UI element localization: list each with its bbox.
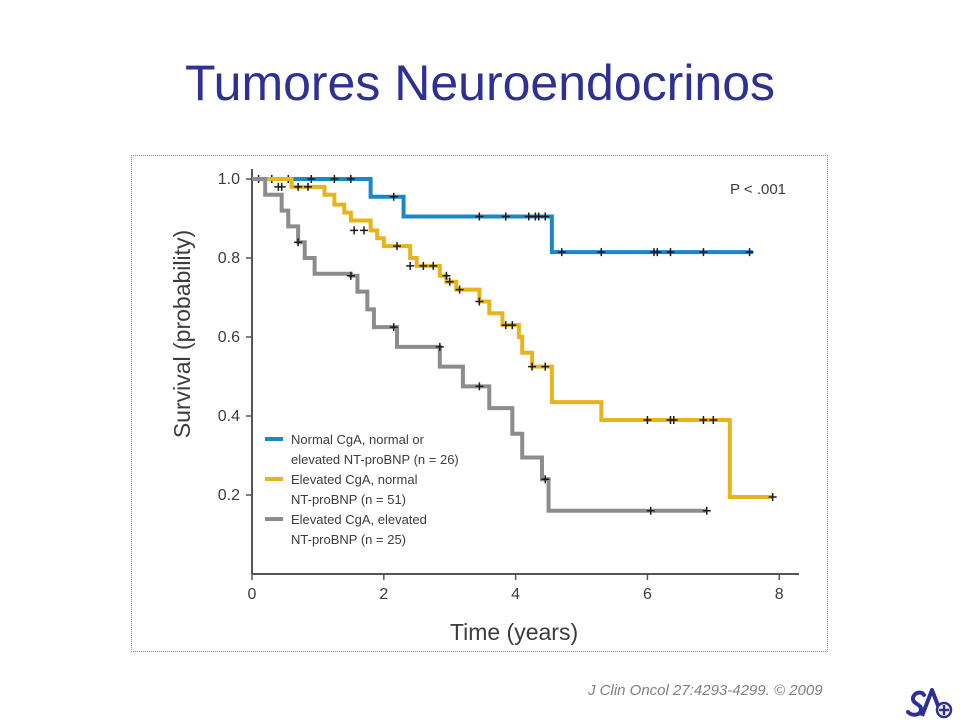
series-3 — [252, 177, 711, 515]
censor-mark — [277, 182, 286, 191]
censor-mark — [475, 297, 484, 306]
figure-frame: 0.2 0.4 0.6 0.8 1.0 0 2 4 6 8 Normal CgA, normal … — [131, 155, 828, 652]
y-tick-label: 1.0 — [218, 171, 240, 188]
censor-mark — [435, 342, 444, 351]
x-tick-label: 6 — [643, 586, 652, 603]
censor-mark — [528, 362, 537, 371]
censor-mark — [669, 415, 678, 424]
censor-mark — [501, 212, 510, 221]
x-tick-label: 8 — [775, 586, 784, 603]
x-tick-label: 4 — [511, 586, 520, 603]
axes: 0.2 0.4 0.6 0.8 1.0 0 2 4 6 8 — [218, 169, 799, 603]
legend: Normal CgA, normal or elevated NT-proBNP … — [265, 432, 459, 547]
censor-mark — [307, 175, 316, 183]
survival-chart: 0.2 0.4 0.6 0.8 1.0 0 2 4 6 8 Normal CgA, normal … — [169, 169, 799, 645]
censor-mark — [442, 271, 451, 280]
censor-mark — [475, 382, 484, 391]
legend-label: elevated NT-proBNP (n = 26) — [291, 452, 459, 467]
censor-mark — [475, 212, 484, 221]
y-tick-label: 0.2 — [218, 487, 240, 504]
censor-mark — [445, 277, 454, 286]
x-tick-label: 2 — [379, 586, 388, 603]
p-value-annotation: P < .001 — [730, 181, 786, 198]
censor-mark — [392, 242, 401, 251]
series-2 — [252, 177, 777, 501]
legend-label: Elevated CgA, normal — [291, 472, 418, 487]
censor-mark — [643, 415, 652, 424]
survival-curve-1 — [252, 177, 753, 255]
y-tick-label: 0.6 — [218, 329, 240, 346]
censor-mark — [666, 248, 675, 257]
censor-mark — [429, 261, 438, 270]
censor-mark — [541, 212, 550, 221]
censor-mark — [294, 182, 303, 191]
censor-mark — [541, 475, 550, 484]
censor-mark — [294, 238, 303, 247]
censor-mark — [346, 175, 355, 183]
censor-mark — [389, 192, 398, 201]
censor-mark — [745, 248, 754, 257]
censor-mark — [541, 362, 550, 371]
censor-mark — [646, 506, 655, 515]
censor-mark — [653, 248, 662, 257]
series-1 — [252, 175, 754, 257]
x-axis-title: Time (years) — [450, 619, 578, 645]
censor-mark — [389, 323, 398, 332]
x-tick-label: 0 — [248, 586, 257, 603]
censor-mark — [330, 175, 339, 183]
sa-logo-icon — [906, 688, 953, 719]
censor-mark — [508, 321, 517, 330]
series-layer — [252, 175, 777, 515]
censor-mark — [557, 248, 566, 257]
survival-curve-3 — [252, 177, 707, 513]
survival-curve-2 — [252, 177, 773, 499]
y-tick-label: 0.8 — [218, 250, 240, 267]
censor-mark — [699, 248, 708, 257]
legend-label: NT-proBNP (n = 25) — [291, 532, 406, 547]
y-axis-title: Survival (probability) — [169, 230, 195, 438]
citation: J Clin Oncol 27:4293-4299. © 2009 — [588, 682, 823, 699]
censor-mark — [304, 182, 313, 191]
censor-mark — [702, 506, 711, 515]
censor-mark — [768, 492, 777, 501]
censor-mark — [419, 261, 428, 270]
slide-title: Tumores Neuroendocrinos — [184, 55, 776, 111]
censor-mark — [455, 285, 464, 294]
censor-mark — [699, 415, 708, 424]
censor-mark — [597, 248, 606, 257]
censor-mark — [360, 226, 369, 235]
legend-label: Normal CgA, normal or — [291, 432, 425, 447]
censor-mark — [346, 271, 355, 280]
legend-label: NT-proBNP (n = 51) — [291, 492, 406, 507]
legend-label: Elevated CgA, elevated — [291, 512, 427, 527]
censor-mark — [709, 415, 718, 424]
y-tick-label: 0.4 — [218, 408, 240, 425]
censor-mark — [406, 261, 415, 270]
censor-mark — [350, 226, 359, 235]
